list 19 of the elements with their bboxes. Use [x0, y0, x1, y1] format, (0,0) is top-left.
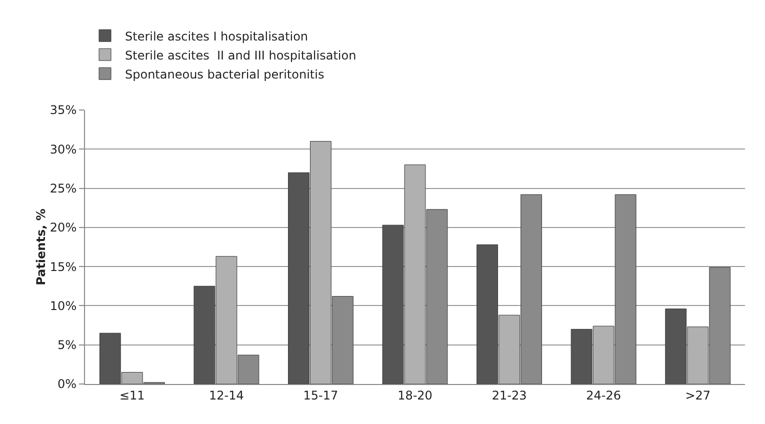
x-tick-label: 12-14: [208, 388, 244, 402]
legend-label: Sterile ascites I hospitalisation: [125, 29, 308, 44]
x-tick-label: 21-23: [492, 388, 527, 402]
y-tick-label: 0%: [58, 377, 77, 392]
x-tick-label: ≤11: [119, 388, 145, 402]
y-tick-label: 30%: [50, 142, 77, 156]
legend-label: Sterile ascites II and III hospitalisation: [125, 48, 356, 62]
y-tick-label: 20%: [50, 220, 77, 235]
x-tick-label: >27: [685, 388, 711, 402]
x-tick-label: 24-26: [586, 388, 622, 402]
y-tick-label: 5%: [58, 338, 77, 352]
y-tick-label: 25%: [50, 181, 77, 196]
x-tick-label: 18-20: [398, 388, 432, 402]
y-axis-title: Patients, %: [34, 208, 48, 286]
y-tick-label: 10%: [50, 298, 77, 313]
x-tick-label: 15-17: [303, 388, 338, 402]
y-tick-label: 35%: [50, 103, 77, 118]
y-tick-label: 15%: [50, 260, 77, 274]
legend-label: Spontaneous bacterial peritonitis: [125, 67, 324, 82]
